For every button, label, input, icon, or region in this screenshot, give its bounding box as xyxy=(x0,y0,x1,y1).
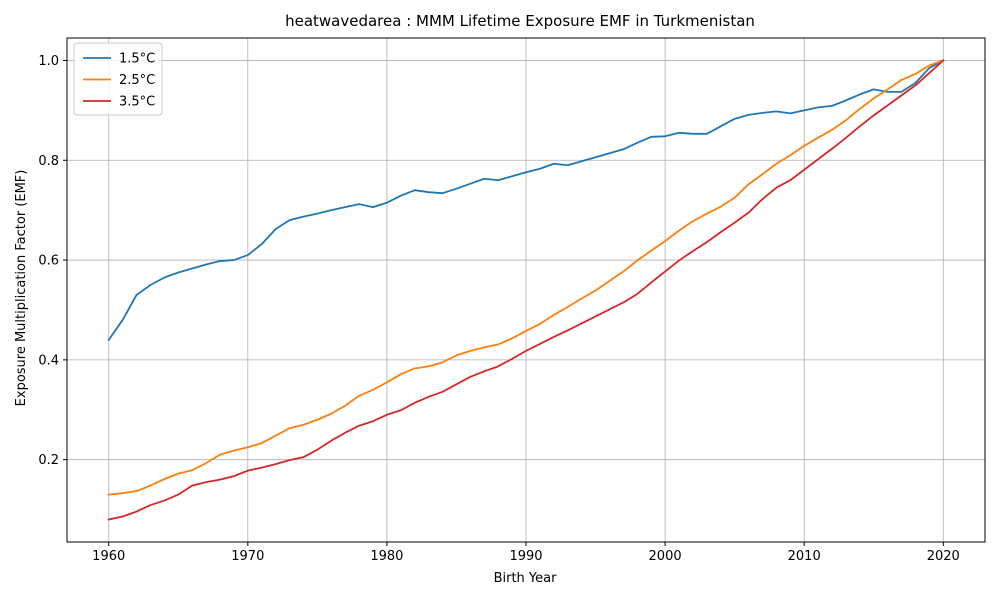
x-axis-ticks: 1960 1970 1980 1990 2000 2010 2020 xyxy=(92,542,960,564)
y-tick-label: 1.0 xyxy=(38,54,59,69)
x-tick-label: 1990 xyxy=(509,549,542,564)
grid xyxy=(67,38,985,542)
y-axis-label: Exposure Multiplication Factor (EMF) xyxy=(14,170,29,407)
x-axis-label: Birth Year xyxy=(494,571,558,586)
series-line-0 xyxy=(107,59,945,342)
x-tick-label: 2020 xyxy=(927,549,960,564)
legend-box xyxy=(73,42,163,116)
y-axis-ticks: 0.2 0.4 0.6 0.8 1.0 xyxy=(38,54,67,468)
x-tick-label: 1980 xyxy=(370,549,403,564)
x-tick-label: 2000 xyxy=(649,549,682,564)
x-tick-label: 2010 xyxy=(788,549,821,564)
legend: 1.5°C 2.5°C 3.5°C xyxy=(73,42,163,116)
y-tick-label: 0.2 xyxy=(38,453,59,468)
series-lines xyxy=(107,59,945,521)
series-line-2 xyxy=(107,59,945,521)
x-tick-label: 1970 xyxy=(231,549,264,564)
legend-label-0: 1.5°C xyxy=(119,52,155,67)
x-tick-label: 1960 xyxy=(92,549,125,564)
y-tick-label: 0.4 xyxy=(38,353,59,368)
series-line-1 xyxy=(107,59,945,496)
y-tick-label: 0.6 xyxy=(38,254,59,269)
legend-label-2: 3.5°C xyxy=(119,95,155,110)
legend-label-1: 2.5°C xyxy=(119,73,155,88)
y-tick-label: 0.8 xyxy=(38,154,59,169)
chart-title: heatwavedarea : MMM Lifetime Exposure EM… xyxy=(285,12,755,30)
